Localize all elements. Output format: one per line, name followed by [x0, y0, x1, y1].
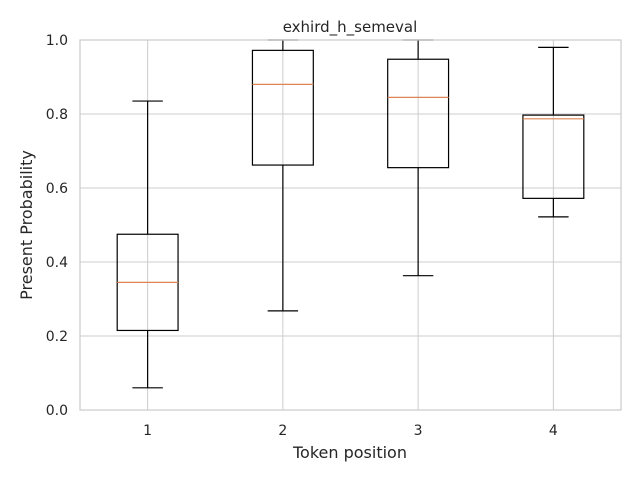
- iqr-box: [522, 114, 585, 199]
- x-tick-label: 3: [414, 423, 423, 439]
- y-tick-label: 1.0: [46, 33, 68, 49]
- iqr-box: [387, 58, 450, 169]
- x-tick-label: 1: [143, 423, 152, 439]
- boxes: [116, 39, 585, 389]
- y-tick-label: 0.8: [46, 107, 68, 123]
- box-group: [522, 46, 585, 218]
- plot-area-frame: [79, 39, 622, 411]
- y-tick-label: 0.4: [46, 255, 68, 271]
- x-tick-label: 2: [278, 423, 287, 439]
- chart-title: exhird_h_semeval: [283, 18, 418, 37]
- x-tick-label: 4: [549, 423, 558, 439]
- y-axis-label: Present Probability: [17, 150, 36, 300]
- y-tick-label: 0.0: [46, 403, 68, 419]
- iqr-box: [251, 49, 314, 166]
- box-group: [116, 100, 179, 389]
- tick-labels: 0.0 0.2 0.4 0.6 0.8 1.0 1 2 3 4: [46, 33, 558, 439]
- y-tick-label: 0.6: [46, 181, 68, 197]
- x-axis-label: Token position: [292, 443, 407, 462]
- y-tick-label: 0.2: [46, 329, 68, 345]
